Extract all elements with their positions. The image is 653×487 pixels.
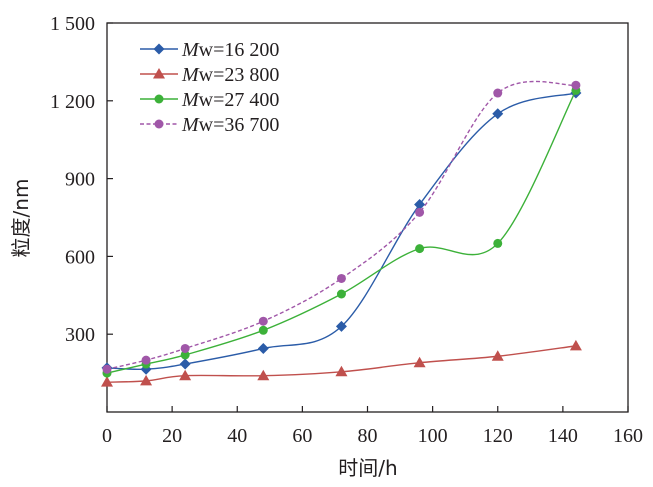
x-tick-label: 20 <box>162 425 182 447</box>
data-point <box>258 316 268 326</box>
legend-label: Mw=16 200 <box>181 39 279 61</box>
data-point <box>179 358 191 370</box>
x-tick-label: 80 <box>358 425 378 447</box>
data-point <box>569 339 582 351</box>
series-line <box>106 80 576 370</box>
data-point <box>140 374 153 386</box>
x-tick-label: 140 <box>548 425 578 447</box>
legend-marker <box>154 119 164 129</box>
data-point <box>491 350 504 361</box>
series-2 <box>101 339 582 387</box>
x-tick-label: 60 <box>292 425 312 447</box>
x-tick-label: 160 <box>613 425 643 447</box>
data-point <box>493 88 503 98</box>
data-point <box>180 350 190 360</box>
y-tick-label: 900 <box>65 169 95 191</box>
data-point <box>179 369 192 381</box>
data-point <box>335 365 348 377</box>
y-axis-title: 粒度/nm <box>9 179 33 258</box>
series-3 <box>102 85 581 378</box>
data-point <box>180 343 190 353</box>
x-tick-label: 120 <box>483 425 513 447</box>
legend-label: Mw=36 700 <box>181 114 279 136</box>
legend-marker <box>153 68 165 79</box>
y-tick-label: 600 <box>65 246 95 268</box>
y-tick-label: 1 500 <box>50 13 95 35</box>
x-tick-label: 100 <box>418 425 448 447</box>
data-point <box>336 273 346 283</box>
x-tick-label: 0 <box>102 425 112 447</box>
x-axis-title: 时间/h <box>338 456 397 480</box>
y-tick-label: 300 <box>65 324 95 346</box>
series-4 <box>102 80 581 374</box>
data-point <box>257 369 270 381</box>
data-point <box>335 320 347 332</box>
series-1 <box>101 87 582 375</box>
legend-label: Mw=23 800 <box>181 64 279 86</box>
data-point <box>414 199 426 211</box>
data-point <box>257 342 269 354</box>
legend-entry: Mw=36 700 <box>140 114 279 136</box>
series-line <box>106 345 576 383</box>
legend-marker <box>153 43 165 55</box>
data-point <box>415 207 425 217</box>
y-tick-label: 1 200 <box>50 91 95 113</box>
legend-label: Mw=27 400 <box>181 89 279 111</box>
data-point <box>493 238 503 248</box>
data-point <box>141 355 151 365</box>
series-layer <box>101 80 582 387</box>
legend-entry: Mw=23 800 <box>140 64 279 86</box>
legend-marker <box>154 94 164 104</box>
data-point <box>258 325 268 335</box>
data-point <box>101 376 113 387</box>
legend: Mw=16 200 Mw=23 800 Mw=27 400 Mw=36 700 <box>140 39 279 136</box>
legend-entry: Mw=27 400 <box>140 89 279 111</box>
axes: 0 20 40 60 80 100 120 140 160 300 600 900 1 200 1 500 <box>50 13 643 447</box>
data-point <box>413 356 426 368</box>
data-point <box>571 80 581 90</box>
data-point <box>102 364 112 374</box>
x-tick-label: 40 <box>227 425 247 447</box>
data-point <box>492 108 504 120</box>
data-point <box>336 289 346 299</box>
legend-entry: Mw=16 200 <box>140 39 279 61</box>
data-point <box>415 244 425 254</box>
